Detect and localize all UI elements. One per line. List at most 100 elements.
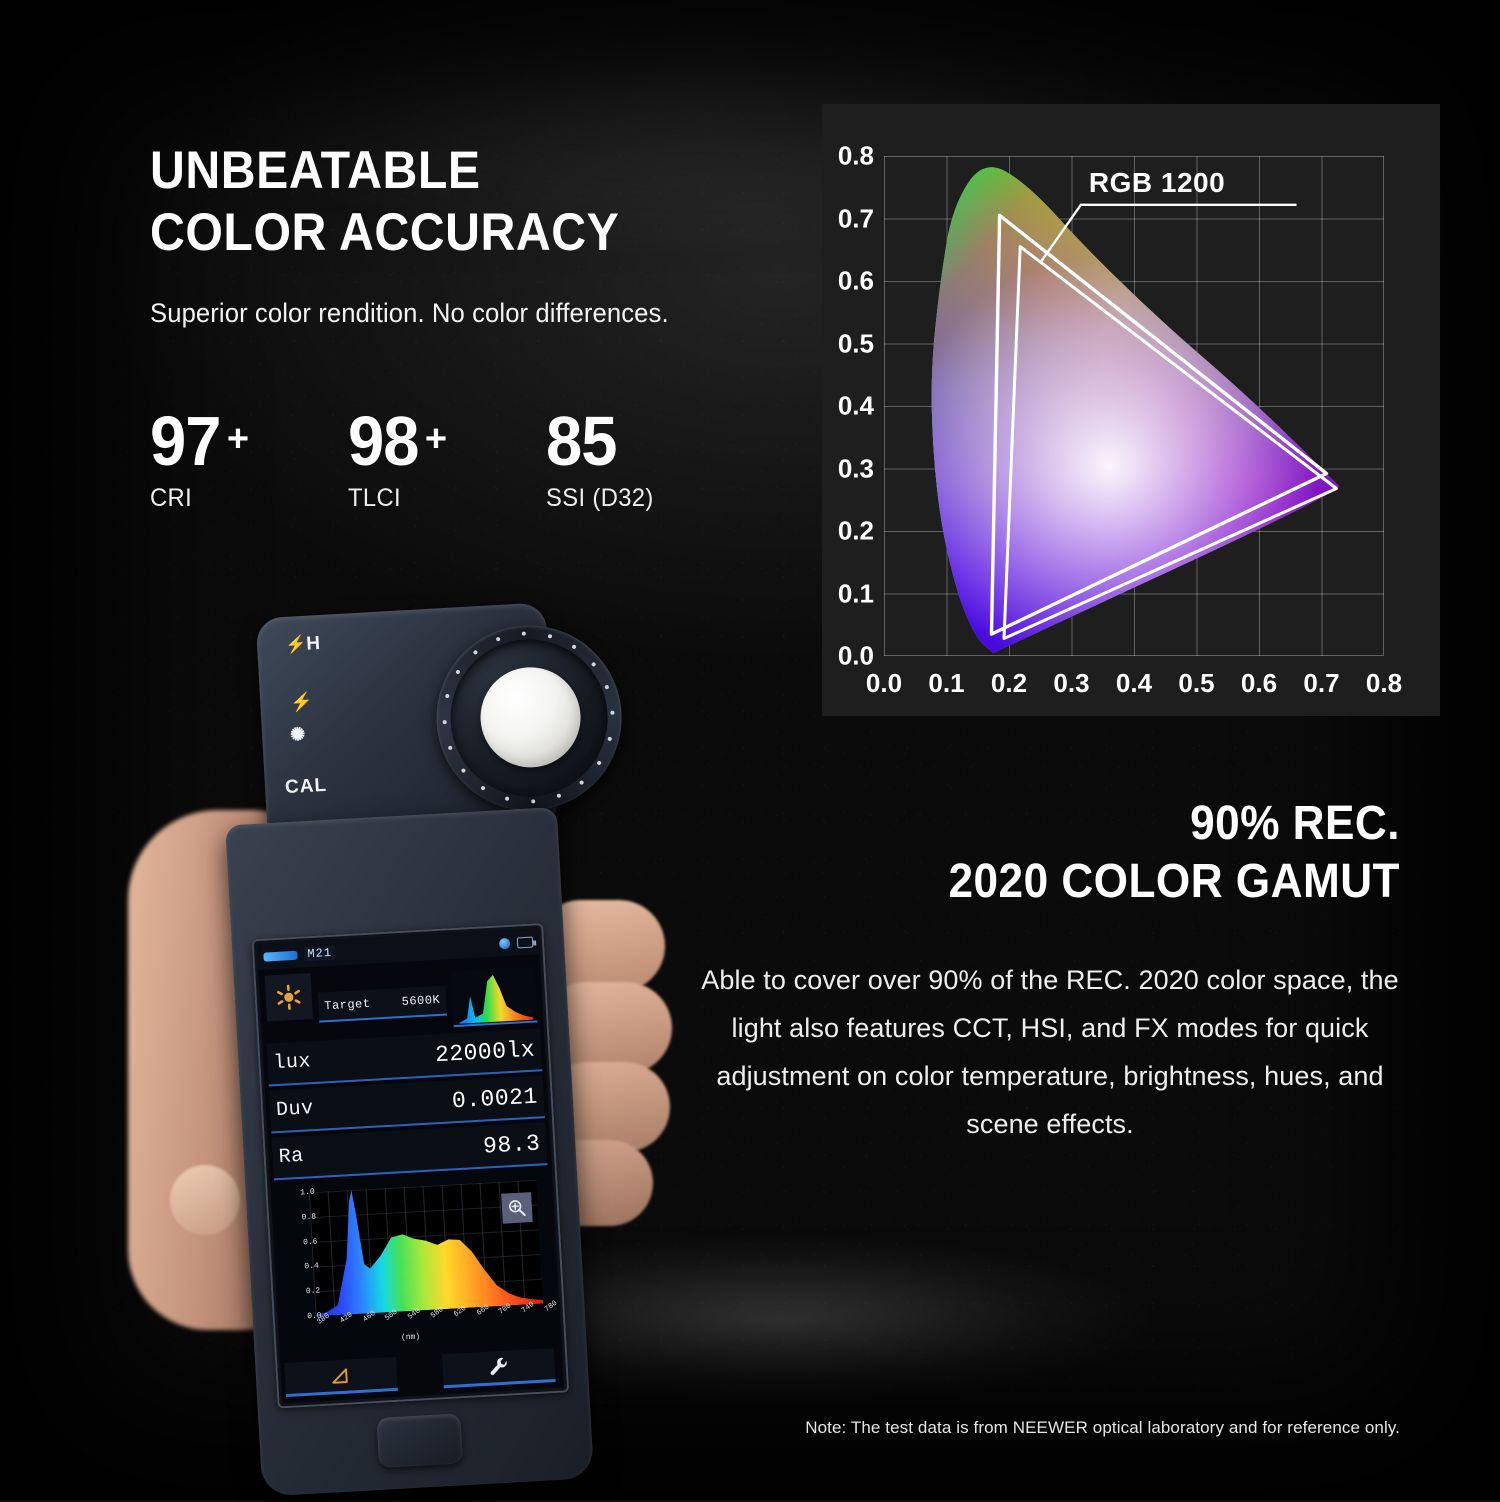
cie-plot-area <box>884 156 1384 656</box>
footnote-note: Note: The test data is from NEEWER optic… <box>805 1418 1400 1438</box>
row-duv-value: 0.0021 <box>451 1083 544 1114</box>
stat-tlci: 98+ TLCI <box>348 408 546 513</box>
target-value: 5600K <box>401 993 446 1009</box>
row-ra-label: Ra <box>272 1145 304 1170</box>
battery-pill-indicator <box>263 950 297 961</box>
device-screen: M21 <box>257 928 564 1403</box>
cie-x-tick: 0.8 <box>1366 668 1402 699</box>
rotating-dial[interactable] <box>432 620 627 815</box>
spd-y-tick: 1.0 <box>300 1188 315 1198</box>
dial-tick <box>496 637 501 642</box>
magnifier-plus-icon <box>506 1197 527 1218</box>
dial-inner-ring <box>446 635 612 801</box>
dial-tick <box>505 796 510 801</box>
left-copy-block: UNBEATABLE COLOR ACCURACY Superior color… <box>150 140 790 329</box>
softkey-left[interactable] <box>284 1357 398 1397</box>
row-lux-value: 22000lx <box>434 1036 541 1068</box>
battery-icon <box>517 936 534 948</box>
cie-y-tick: 0.3 <box>838 453 874 484</box>
right-headline-line-1: 90% REC. <box>756 795 1400 853</box>
triangle-icon <box>330 1366 353 1385</box>
dial-tick <box>604 685 609 690</box>
device-in-hand-scene: ⚡H ⚡ ✺ CAL M21 <box>80 600 720 1500</box>
screen-status-bar: M21 <box>257 928 540 970</box>
spd-x-axis-label: (nm) <box>401 1332 421 1342</box>
cie-y-tick: 0.5 <box>838 328 874 359</box>
spd-y-tick: 0.8 <box>301 1212 316 1222</box>
spd-plot-area <box>309 1180 544 1317</box>
dial-tick <box>531 799 535 803</box>
dial-tick <box>455 669 461 675</box>
cie-x-tick: 0.5 <box>1178 668 1214 699</box>
bluetooth-dot-icon <box>499 937 511 949</box>
cie-x-tick: 0.1 <box>928 668 964 699</box>
cie-x-tick: 0.3 <box>1053 668 1089 699</box>
diffuser-dome <box>478 665 583 770</box>
cie-y-tick: 0.6 <box>838 266 874 297</box>
target-label: Target <box>318 997 371 1014</box>
sun-icon <box>275 984 302 1011</box>
headline-line-1: UNBEATABLE <box>150 140 732 202</box>
right-body-paragraph: Able to cover over 90% of the REC. 2020 … <box>700 956 1400 1148</box>
row-duv-label: Duv <box>269 1097 314 1122</box>
flash-high-icon: ⚡H <box>285 633 321 657</box>
spd-y-tick: 0.2 <box>306 1287 321 1297</box>
cie-x-tick: 0.2 <box>991 668 1027 699</box>
cie-x-tick: 0.6 <box>1241 668 1277 699</box>
spd-y-tick: 0.6 <box>303 1237 318 1247</box>
cie-y-tick: 0.8 <box>838 141 874 172</box>
stats-row: 97+ CRI 98+ TLCI 85 SSI (D32) <box>150 408 710 513</box>
ambient-mode-button[interactable] <box>265 973 313 1021</box>
right-copy-block: 90% REC. 2020 COLOR GAMUT Able to cover … <box>700 795 1400 1148</box>
cal-label: CAL <box>285 775 328 799</box>
dial-tick <box>480 785 486 791</box>
cie-x-tick: 0.7 <box>1303 668 1339 699</box>
device-sensor-head: ⚡H ⚡ ✺ CAL <box>256 602 558 833</box>
screen-bezel: M21 <box>251 923 569 1409</box>
dial-tick <box>596 760 602 766</box>
wrench-icon <box>487 1355 510 1378</box>
cie-x-tick: 0.0 <box>866 668 902 699</box>
target-cct-field[interactable]: Target 5600K <box>318 986 447 1023</box>
subheadline: Superior color rendition. No color diffe… <box>150 298 758 329</box>
spectrum-thumbnail-chart <box>451 967 538 1028</box>
dial-tick <box>571 644 577 650</box>
softkey-right[interactable] <box>442 1348 556 1388</box>
dial-tick <box>579 780 585 786</box>
right-headline-line-2: 2020 COLOR GAMUT <box>756 853 1400 911</box>
sun-mode-icon: ✺ <box>290 724 306 746</box>
spd-y-tick: 0.4 <box>304 1262 319 1272</box>
stat-ssi: 85 SSI (D32) <box>546 408 659 513</box>
stat-tlci-label: TLCI <box>348 484 536 513</box>
dial-tick <box>548 634 553 639</box>
dial-tick <box>591 662 597 668</box>
status-mode-label: M21 <box>304 946 335 962</box>
dial-tick <box>610 711 614 715</box>
row-ra-value: 98.3 <box>482 1130 547 1159</box>
cie-y-tick: 0.2 <box>838 516 874 547</box>
row-lux-label: lux <box>267 1050 312 1075</box>
flash-icon: ⚡ <box>290 692 314 714</box>
stat-cri-label: CRI <box>150 484 338 513</box>
cie-x-tick: 0.4 <box>1116 668 1152 699</box>
dial-tick <box>461 768 467 774</box>
dial-tick <box>607 736 612 741</box>
dial-tick <box>556 793 561 798</box>
spd-zoom-button[interactable] <box>501 1192 533 1224</box>
cie-y-tick: 0.1 <box>838 578 874 609</box>
dial-tick <box>445 694 450 699</box>
spd-x-tick: 780 <box>544 1300 560 1314</box>
status-right-icons <box>499 936 534 949</box>
light-meter-device: ⚡H ⚡ ✺ CAL M21 <box>176 602 595 1501</box>
dial-tick <box>443 720 447 724</box>
stat-cri: 97+ CRI <box>150 408 348 513</box>
stat-tlci-plus: + <box>425 418 447 460</box>
stat-tlci-value: 98 <box>348 408 419 475</box>
dial-tick <box>522 631 526 635</box>
home-button[interactable] <box>376 1413 463 1468</box>
spectrum-thumbnail[interactable] <box>451 967 538 1028</box>
device-body: M21 <box>225 807 594 1496</box>
cie-callout-label: RGB 1200 <box>1089 167 1225 199</box>
